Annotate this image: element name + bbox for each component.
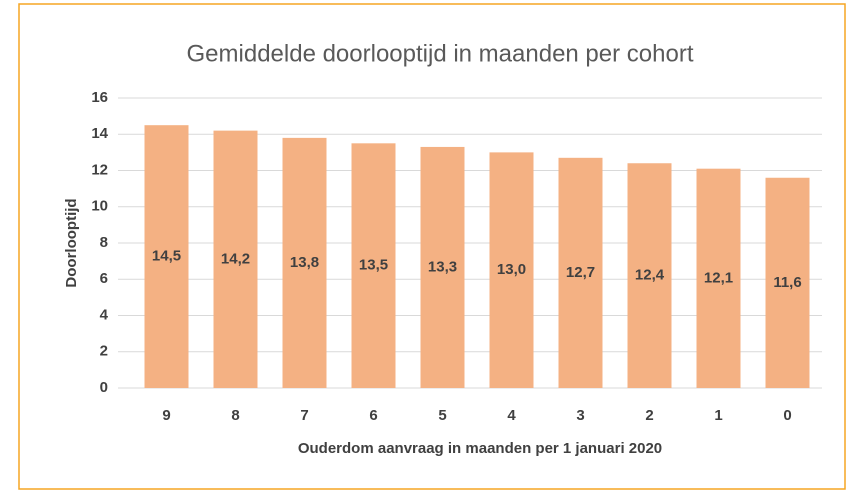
- bar: [489, 152, 534, 388]
- data-label: 14,2: [221, 250, 250, 267]
- data-label: 13,5: [359, 257, 388, 274]
- y-tick-label: 2: [100, 343, 108, 360]
- data-label: 12,4: [635, 267, 665, 284]
- bar: [558, 157, 603, 388]
- x-tick-label: 1: [714, 407, 722, 424]
- y-tick-label: 4: [100, 306, 109, 323]
- x-tick-label: 0: [783, 407, 791, 424]
- data-label: 11,6: [773, 274, 801, 291]
- y-tick-label: 12: [91, 161, 108, 178]
- x-tick-label: 7: [300, 407, 308, 424]
- bar: [420, 146, 465, 388]
- x-tick-label: 2: [645, 407, 653, 424]
- bar: [282, 137, 327, 388]
- x-tick-label: 3: [576, 407, 584, 424]
- y-axis-title: Doorlooptijd: [63, 198, 80, 287]
- y-tick-label: 14: [91, 125, 108, 142]
- bar: [144, 125, 189, 388]
- bar: [765, 177, 810, 388]
- bar: [213, 130, 258, 388]
- x-tick-label: 8: [231, 407, 239, 424]
- data-label: 13,8: [290, 254, 319, 271]
- y-tick-label: 0: [100, 379, 108, 396]
- y-tick-label: 10: [91, 198, 108, 215]
- y-tick-label: 16: [91, 89, 108, 106]
- x-tick-label: 5: [438, 407, 446, 424]
- y-tick-label: 8: [100, 234, 108, 251]
- x-tick-label: 4: [507, 407, 516, 424]
- y-tick-label: 6: [100, 270, 108, 287]
- x-axis-title: Ouderdom aanvraag in maanden per 1 janua…: [298, 440, 662, 457]
- bar: [627, 163, 672, 388]
- data-label: 12,7: [566, 264, 595, 281]
- data-label: 14,5: [152, 248, 181, 265]
- x-tick-label: 9: [162, 407, 170, 424]
- data-label: 12,1: [704, 269, 733, 286]
- chart-title: Gemiddelde doorlooptijd in maanden per c…: [187, 40, 694, 67]
- x-tick-label: 6: [369, 407, 377, 424]
- bar: [351, 143, 396, 388]
- data-label: 13,0: [497, 261, 526, 278]
- data-label: 13,3: [428, 258, 457, 275]
- bar: [696, 168, 741, 388]
